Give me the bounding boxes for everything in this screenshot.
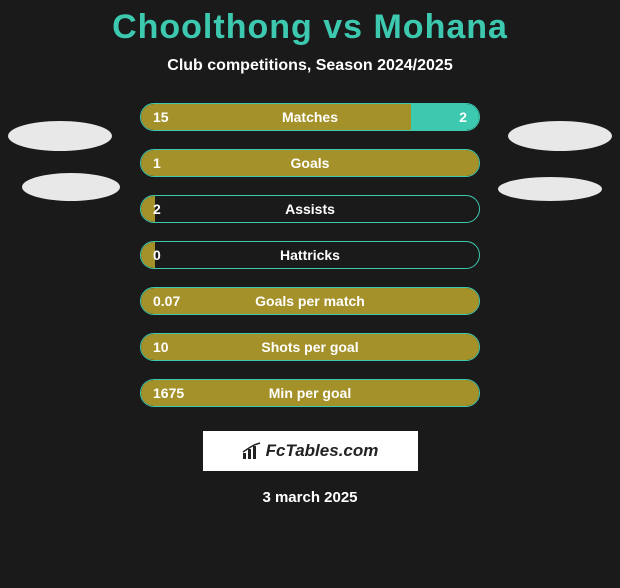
player-photo-placeholder — [498, 177, 602, 201]
player-photo-placeholder — [8, 121, 112, 151]
stat-label: Assists — [141, 196, 479, 222]
stat-label: Goals — [141, 150, 479, 176]
stat-label: Matches — [141, 104, 479, 130]
stat-label: Shots per goal — [141, 334, 479, 360]
stat-label: Hattricks — [141, 242, 479, 268]
watermark-badge: FcTables.com — [203, 431, 418, 471]
watermark-text: FcTables.com — [266, 441, 379, 461]
date-label: 3 march 2025 — [0, 489, 620, 506]
chart-icon — [242, 442, 262, 460]
player-photo-placeholder — [22, 173, 120, 201]
subtitle: Club competitions, Season 2024/2025 — [0, 57, 620, 75]
stat-label: Goals per match — [141, 288, 479, 314]
stat-row: 0.07Goals per match — [140, 287, 480, 315]
stat-row: 10Shots per goal — [140, 333, 480, 361]
stat-row: 1675Min per goal — [140, 379, 480, 407]
stat-row: 2Assists — [140, 195, 480, 223]
stat-row: 1Goals — [140, 149, 480, 177]
stat-row: 152Matches — [140, 103, 480, 131]
page-title: Choolthong vs Mohana — [0, 8, 620, 47]
stat-label: Min per goal — [141, 380, 479, 406]
player-photo-placeholder — [508, 121, 612, 151]
stats-chart: 152Matches 1Goals 2Assists 0Hattricks 0.07Go… — [0, 103, 620, 413]
stat-row: 0Hattricks — [140, 241, 480, 269]
